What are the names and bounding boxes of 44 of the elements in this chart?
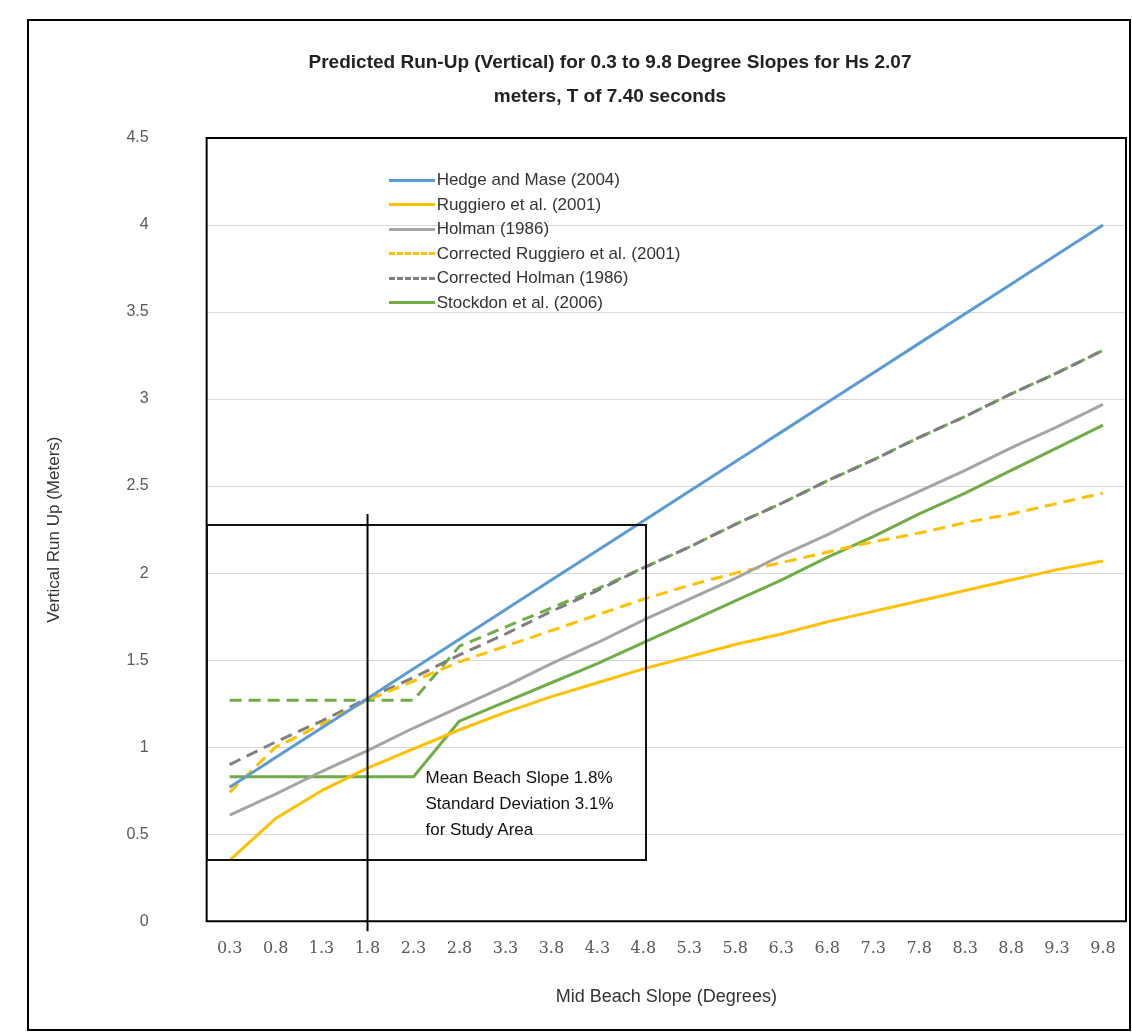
x-tick-label: 0.3	[216, 937, 243, 957]
y-tick-label: 2.5	[126, 476, 149, 494]
y-tick-label: 1	[139, 737, 149, 755]
legend-label: Holman (1986)	[436, 219, 550, 240]
x-tick-label: 5.3	[676, 937, 703, 957]
x-tick-label: 0.8	[262, 937, 289, 957]
y-tick-label: 3	[139, 389, 149, 407]
x-tick-label: 7.3	[860, 937, 886, 957]
line-series	[228, 491, 1105, 794]
x-tick-label: 3.8	[538, 937, 565, 957]
legend-label: Corrected Holman (1986)	[436, 268, 629, 289]
x-tick-label: 5.8	[722, 937, 748, 957]
y-tick-label: 3.5	[126, 302, 149, 320]
x-tick-label: 9.8	[1090, 937, 1116, 957]
legend-label: Hedge and Mase (2004)	[436, 170, 620, 191]
legend-label: Ruggiero et al. (2001)	[436, 194, 602, 215]
x-tick-label: 1.3	[308, 937, 335, 957]
annotation: Mean Beach Slope 1.8%	[425, 766, 614, 789]
x-tick-label: 6.8	[814, 937, 840, 957]
annotation: Standard Deviation 3.1%	[425, 792, 614, 815]
y-axis-title: Vertical Run Up (Meters)	[43, 436, 63, 623]
y-tick-label: 1.5	[126, 650, 149, 668]
x-tick-label: 7.8	[906, 937, 932, 957]
x-tick-label: 8.3	[952, 937, 978, 957]
legend-label: Corrected Ruggiero et al. (2001)	[436, 243, 681, 264]
y-tick-label: 4	[139, 215, 149, 233]
x-tick-label: 6.3	[768, 937, 794, 957]
x-tick-label: 9.3	[1044, 937, 1070, 957]
x-tick-label: 1.8	[354, 937, 381, 957]
y-tick-label: 0	[139, 911, 149, 929]
y-tick-label: 4.5	[126, 128, 149, 146]
x-tick-label: 2.8	[446, 937, 473, 957]
x-tick-label: 3.3	[492, 937, 519, 957]
x-tick-label: 8.8	[998, 937, 1024, 957]
x-tick-label: 2.3	[400, 937, 427, 957]
x-axis-title: Mid Beach Slope (Degrees)	[555, 986, 777, 1007]
y-tick-label: 2	[139, 563, 149, 581]
y-tick-label: 0.5	[126, 824, 149, 842]
chart-title: Predicted Run-Up (Vertical) for 0.3 to 9.8 Degree Slopes for Hs 2.07 meters, T of 7.40 seconds	[307, 50, 913, 108]
line-series	[228, 348, 1105, 702]
x-tick-label: 4.3	[584, 937, 611, 957]
annotation: for Study Area	[425, 818, 535, 841]
x-tick-label: 4.8	[630, 937, 657, 957]
legend-label: Stockdon et al. (2006)	[436, 292, 603, 313]
